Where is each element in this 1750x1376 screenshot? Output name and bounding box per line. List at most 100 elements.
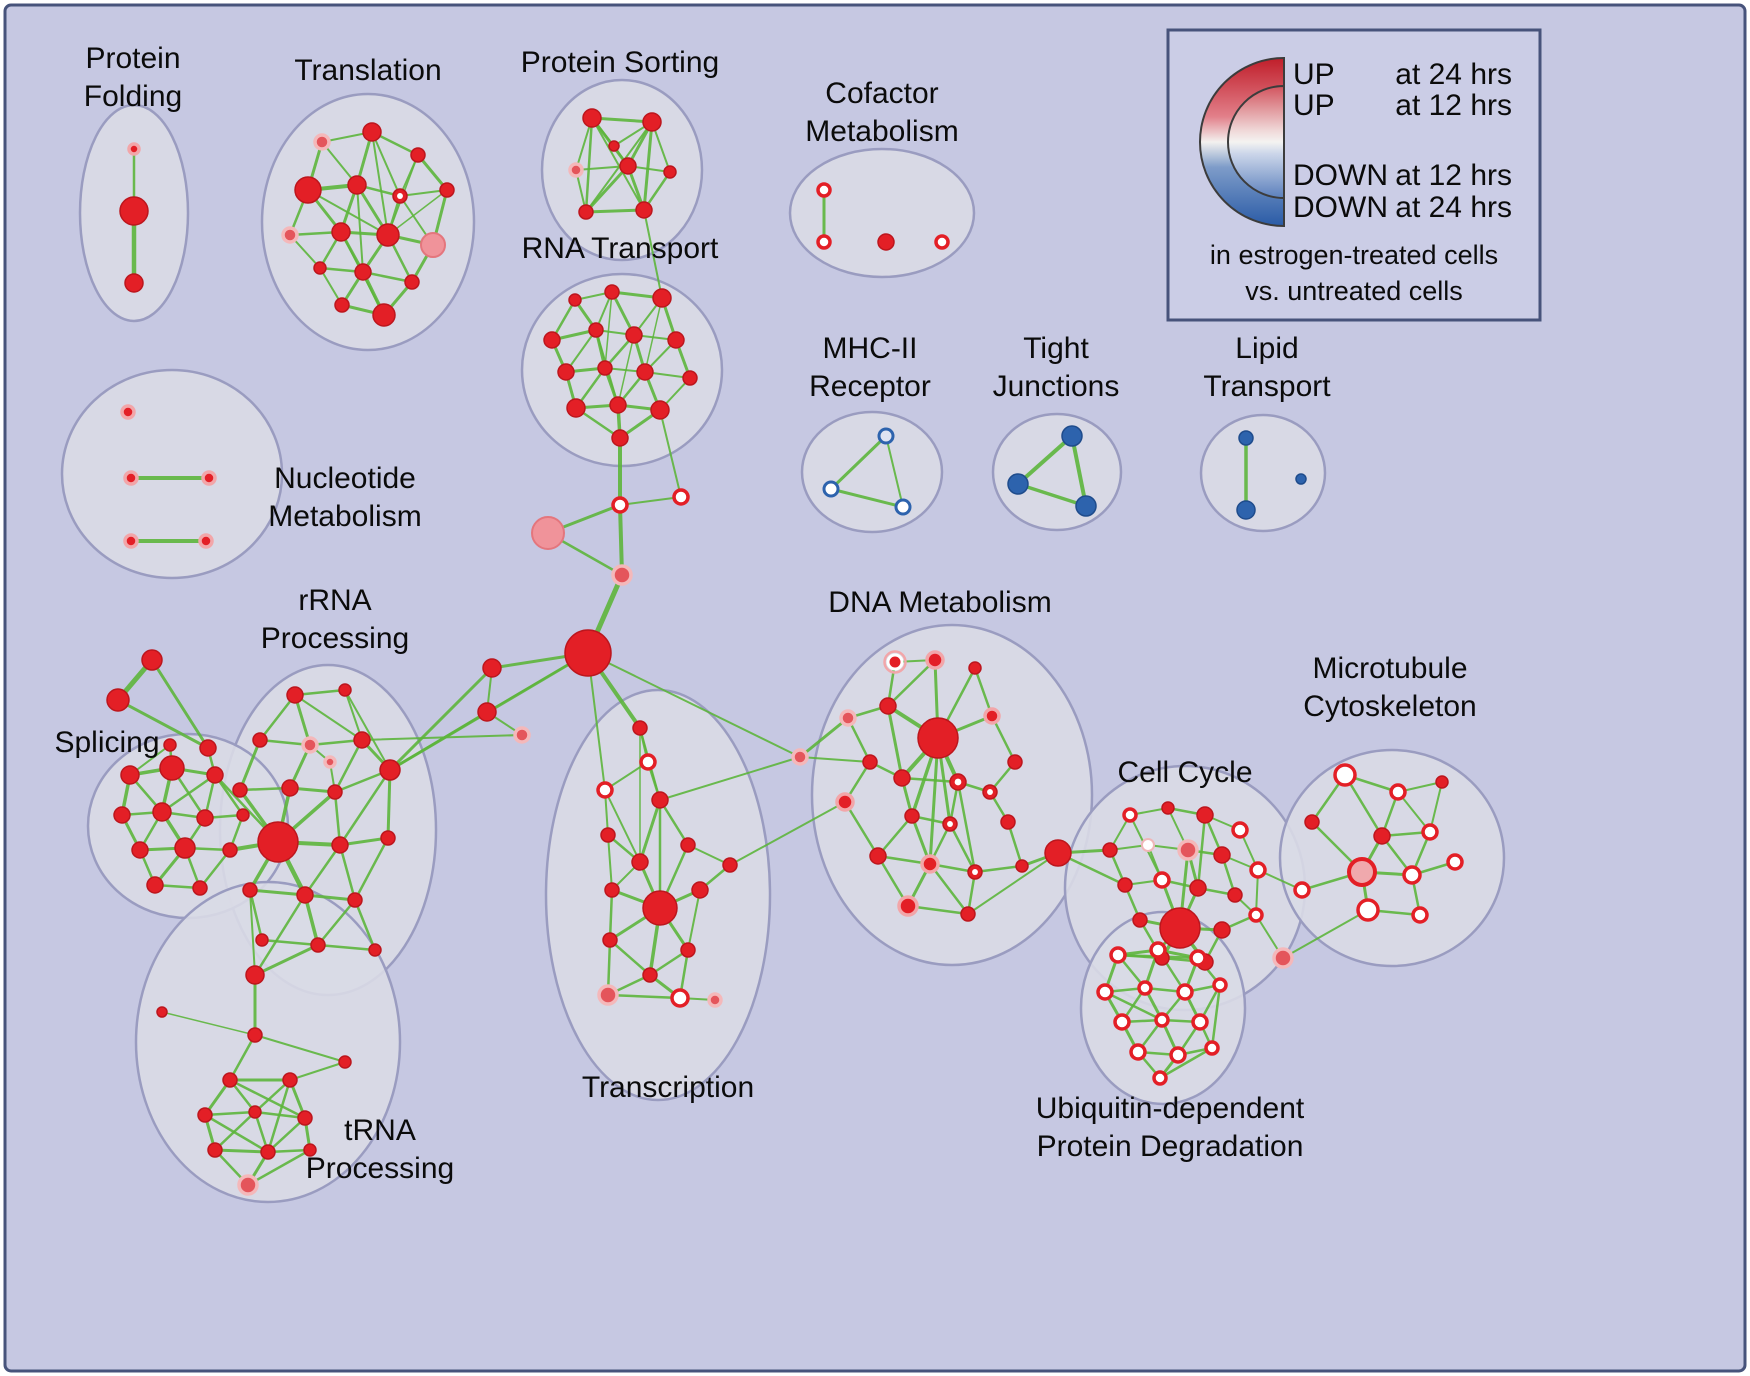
interaction-edge (638, 798, 662, 864)
label-protein_sorting: Protein Sorting (521, 46, 719, 79)
label-trna: tRNA (344, 1114, 416, 1147)
gene-node (960, 906, 976, 922)
gene-node (1236, 500, 1256, 520)
interaction-edge (619, 496, 682, 506)
gene-node-center (954, 778, 962, 786)
interaction-edge (399, 189, 448, 197)
gene-node (631, 853, 649, 871)
interaction-edge (1016, 434, 1074, 486)
gene-node (192, 880, 208, 896)
gene-node (925, 650, 945, 670)
interaction-edge (316, 943, 377, 952)
interaction-edge (266, 1078, 292, 1154)
interaction-edge (238, 738, 262, 792)
gene-node (1293, 881, 1311, 899)
gene-node (174, 837, 196, 859)
gene-node (347, 892, 363, 908)
gene-node (597, 360, 613, 376)
gene-node (1213, 921, 1231, 939)
gene-node (1154, 1012, 1170, 1028)
gene-node (707, 992, 723, 1008)
label-cofactor: Metabolism (805, 115, 958, 148)
gene-node (651, 791, 669, 809)
gene-node (482, 658, 502, 678)
interaction-edge (1070, 434, 1088, 508)
gene-node (608, 140, 620, 152)
legend-ring-12h (1227, 84, 1285, 200)
interaction-edge (1196, 813, 1207, 890)
label-cofactor: Cofactor (825, 77, 938, 110)
gene-node (636, 363, 654, 381)
gene-node (123, 533, 139, 549)
legend-down-24-time: at 24 hrs (1395, 191, 1512, 224)
gene-node (331, 222, 351, 242)
gene-node (650, 400, 670, 420)
gene-node (1347, 857, 1377, 887)
gene-node (255, 933, 269, 947)
gene-node (578, 204, 594, 220)
interaction-edge (228, 1078, 307, 1120)
gene-node (642, 112, 662, 132)
gene-node (897, 895, 919, 917)
gene-node (313, 133, 331, 151)
gene-node (839, 709, 857, 727)
gene-node (917, 717, 959, 759)
gene-node (1061, 425, 1083, 447)
interaction-edge (1016, 482, 1088, 508)
interaction-edge (1158, 1046, 1214, 1080)
label-mhc: MHC-II (823, 332, 918, 365)
gene-node (196, 809, 214, 827)
label-protein_folding: Folding (84, 80, 182, 113)
gene-node (1132, 912, 1148, 928)
gene-node (1159, 907, 1201, 949)
interaction-edge (260, 938, 320, 947)
gene-node (680, 837, 696, 853)
label-lipid: Lipid (1235, 332, 1298, 365)
gene-node (543, 331, 561, 349)
gene-node (1117, 877, 1133, 893)
gene-node (667, 331, 685, 349)
interaction-edge (585, 121, 653, 213)
gene-node (146, 876, 164, 894)
gene-node (222, 842, 238, 858)
gene-node (327, 784, 343, 800)
gene-node (1189, 879, 1207, 897)
gene-node (568, 293, 582, 307)
gene-node (1304, 814, 1320, 830)
cluster-labels: Protein Folding Translation Protein Sorting… (54, 42, 1476, 1185)
interaction-edge (361, 734, 523, 741)
gene-node (376, 223, 400, 247)
interaction-edge (659, 756, 801, 801)
gene-node (236, 808, 250, 822)
gene-node-center (972, 869, 978, 875)
interaction-edge (388, 666, 494, 772)
gene-node (611, 429, 629, 447)
interaction-edge (338, 843, 357, 902)
interaction-edge (956, 780, 977, 874)
gene-node (1249, 861, 1267, 879)
interaction-edge (642, 120, 654, 212)
interaction-edge (386, 768, 392, 840)
interaction-edge (356, 184, 364, 273)
interaction-edge (198, 848, 232, 890)
gene-node (380, 830, 396, 846)
gene-node (1212, 977, 1228, 993)
gene-node (564, 629, 612, 677)
gene-node (597, 984, 619, 1006)
gene-node (156, 1006, 168, 1018)
interaction-edge (659, 409, 682, 498)
gene-node (1141, 838, 1155, 852)
label-tight: Junctions (993, 370, 1120, 403)
gene-node (282, 1072, 298, 1088)
gene-node (1007, 754, 1023, 770)
gene-node (197, 1107, 213, 1123)
gene-node (301, 736, 319, 754)
gene-node (1421, 823, 1439, 841)
gene-node (1000, 814, 1016, 830)
cluster-microtubule (1278, 748, 1506, 968)
interaction-edge (353, 836, 390, 902)
gene-node (141, 649, 163, 671)
label-ubiquitin: Protein Degradation (1037, 1130, 1304, 1163)
interaction-edge (798, 716, 850, 759)
